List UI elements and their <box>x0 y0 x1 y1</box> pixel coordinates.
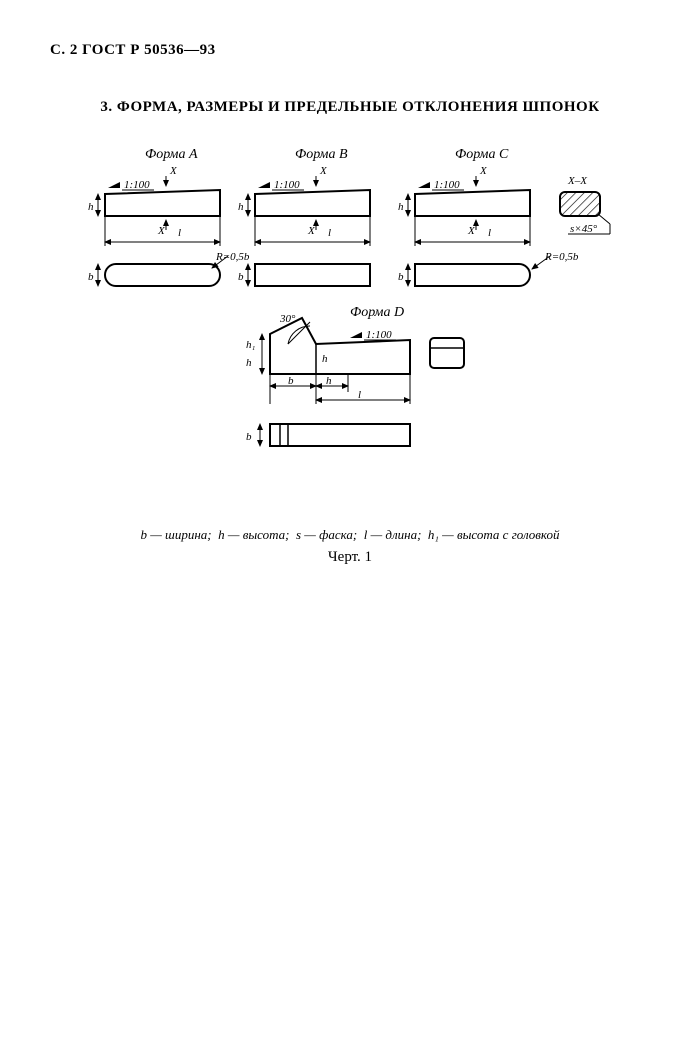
form-a-x-bot: X <box>157 225 166 237</box>
form-d-l: l <box>358 389 361 401</box>
section-title: 3. ФОРМА, РАЗМЕРЫ И ПРЕДЕЛЬНЫЕ ОТКЛОНЕНИ… <box>50 99 650 116</box>
form-b-taper: 1:100 <box>274 179 300 191</box>
section-title-text: ФОРМА, РАЗМЕРЫ И ПРЕДЕЛЬНЫЕ ОТКЛОНЕНИЯ Ш… <box>117 99 600 115</box>
form-d-taper: 1:100 <box>366 329 392 341</box>
form-c-l: l <box>488 227 491 239</box>
form-d-b-dim: b <box>288 375 294 387</box>
legend-b: b — ширина; <box>140 527 211 542</box>
form-d-h-dim: h <box>326 375 332 387</box>
form-b-x-top: X <box>319 165 328 177</box>
form-a-x-top: X <box>169 165 178 177</box>
form-b-x-bot: X <box>307 225 316 237</box>
form-d-h1: h₁ <box>246 339 256 351</box>
form-c-taper: 1:100 <box>434 179 460 191</box>
legend-s: s — фаска; <box>296 527 357 542</box>
legend-l: l — длина; <box>364 527 422 542</box>
section-number: 3. <box>100 99 112 115</box>
form-d-h: h <box>246 357 252 369</box>
form-a-label: Форма А <box>145 147 198 162</box>
form-b-h: h <box>238 201 244 213</box>
figure-caption: Черт. 1 <box>50 549 650 566</box>
form-c-x-bot: X <box>467 225 476 237</box>
figure-legend: b — ширина; h — высота; s — фаска; l — д… <box>50 527 650 543</box>
form-a-l: l <box>178 227 181 239</box>
form-a-h: h <box>88 201 94 213</box>
form-b-label: Форма В <box>295 147 348 162</box>
form-d-label: Форма D <box>350 305 404 320</box>
page-header: С. 2 ГОСТ Р 50536—93 <box>50 42 650 59</box>
form-a-taper: 1:100 <box>124 179 150 191</box>
form-b-b: b <box>238 271 244 283</box>
form-d-b-top: b <box>246 431 252 443</box>
chamfer-note: s×45° <box>570 223 598 235</box>
figure-diagram: Форма А X 1:100 h X l <box>80 144 650 509</box>
form-c-b: b <box>398 271 404 283</box>
legend-h: h — высота; <box>218 527 289 542</box>
form-a-b: b <box>88 271 94 283</box>
form-c-label: Форма С <box>455 147 509 162</box>
form-c-x-top: X <box>479 165 488 177</box>
legend-h1: h₁ — высота с головкой <box>428 527 560 542</box>
form-b-l: l <box>328 227 331 239</box>
form-c-h: h <box>398 201 404 213</box>
section-label: X–X <box>567 175 588 187</box>
form-d-h-shank: h <box>322 353 328 365</box>
